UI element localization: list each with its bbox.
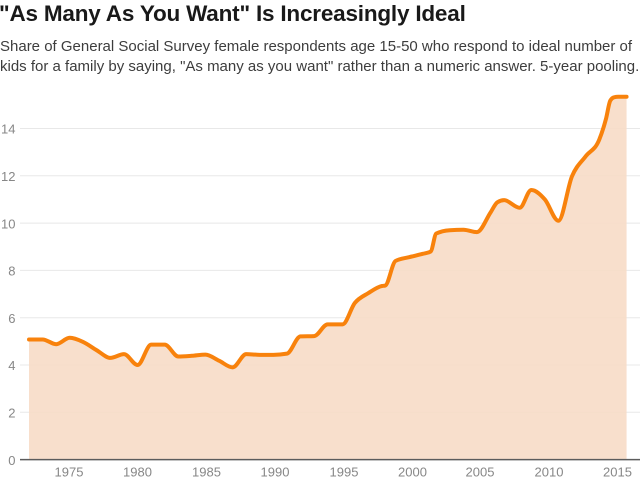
svg-text:2010: 2010 <box>535 465 564 480</box>
svg-text:14: 14 <box>1 122 15 137</box>
svg-text:4: 4 <box>8 358 15 373</box>
svg-text:10: 10 <box>1 216 15 231</box>
svg-text:2000: 2000 <box>398 465 427 480</box>
svg-text:1980: 1980 <box>123 465 152 480</box>
svg-text:2015: 2015 <box>603 465 632 480</box>
svg-text:6: 6 <box>8 311 15 326</box>
svg-text:1995: 1995 <box>330 465 359 480</box>
svg-text:2005: 2005 <box>466 465 495 480</box>
svg-text:12: 12 <box>1 169 15 184</box>
svg-text:1975: 1975 <box>55 465 84 480</box>
svg-text:1985: 1985 <box>192 465 221 480</box>
svg-text:0: 0 <box>8 453 15 468</box>
svg-text:1990: 1990 <box>261 465 290 480</box>
svg-text:2: 2 <box>8 406 15 421</box>
svg-text:8: 8 <box>8 264 15 279</box>
